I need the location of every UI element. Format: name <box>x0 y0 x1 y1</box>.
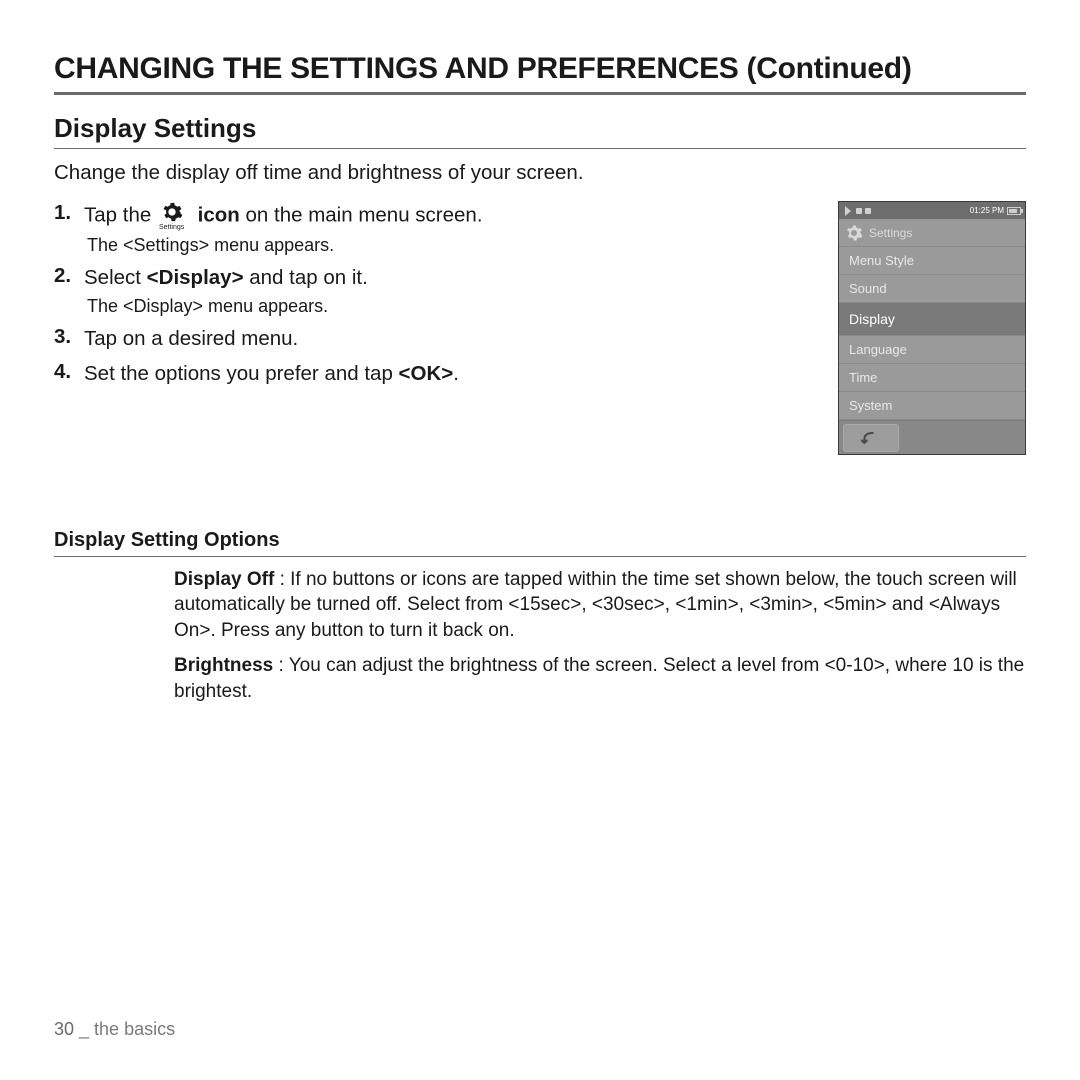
footer-label: the basics <box>94 1019 175 1039</box>
page-number: 30 <box>54 1019 74 1039</box>
step-3: Tap on a desired menu. <box>54 325 820 353</box>
gear-icon <box>845 224 863 242</box>
play-icon <box>845 206 851 216</box>
option-1-label: Display Off <box>174 569 274 590</box>
options-block: Display Off : If no buttons or icons are… <box>54 567 1026 704</box>
device-time: 01:25 PM <box>970 206 1004 215</box>
footer-sep: _ <box>74 1019 94 1039</box>
settings-icon: Settings <box>159 201 184 231</box>
step-4-bold: <OK> <box>399 362 454 385</box>
menu-item-menustyle[interactable]: Menu Style <box>839 247 1025 275</box>
device-footer <box>839 420 1025 454</box>
step-4-text-b: . <box>453 362 459 385</box>
intro-text: Change the display off time and brightne… <box>54 161 1026 185</box>
settings-icon-label: Settings <box>159 224 184 231</box>
back-button[interactable] <box>843 424 899 452</box>
step-1-text-a: Tap the <box>84 203 157 226</box>
step-2-text-a: Select <box>84 266 147 289</box>
device-screenshot: 01:25 PM Settings Menu Style Sound Displ… <box>838 201 1026 455</box>
step-2-bold: <Display> <box>147 266 244 289</box>
step-1-text-c: on the main menu screen. <box>240 203 483 226</box>
option-1-text: : If no buttons or icons are tapped with… <box>174 569 1017 641</box>
step-2: Select <Display> and tap on it. The <Dis… <box>54 264 820 317</box>
section-title: Display Settings <box>54 113 1026 149</box>
status-icon <box>865 208 871 214</box>
device-menu-list: Menu Style Sound Display Language Time S… <box>839 247 1025 420</box>
step-2-text-b: and tap on it. <box>244 266 368 289</box>
device-header: Settings <box>839 219 1025 247</box>
menu-item-language[interactable]: Language <box>839 336 1025 364</box>
device-header-label: Settings <box>869 226 912 240</box>
back-icon <box>861 431 881 445</box>
option-display-off: Display Off : If no buttons or icons are… <box>174 567 1026 643</box>
battery-icon <box>1007 207 1021 215</box>
step-3-text: Tap on a desired menu. <box>84 325 820 353</box>
content-row: Tap the Settings icon on the main menu s… <box>54 201 1026 455</box>
step-1: Tap the Settings icon on the main menu s… <box>54 201 820 256</box>
status-icon <box>856 208 862 214</box>
device-statusbar: 01:25 PM <box>839 202 1025 219</box>
step-4: Set the options you prefer and tap <OK>. <box>54 360 820 388</box>
menu-item-time[interactable]: Time <box>839 364 1025 392</box>
sub-section-title: Display Setting Options <box>54 529 1026 557</box>
option-2-text: : You can adjust the brightness of the s… <box>174 655 1024 701</box>
page-footer: 30 _ the basics <box>54 1019 175 1040</box>
option-brightness: Brightness : You can adjust the brightne… <box>174 653 1026 704</box>
option-2-label: Brightness <box>174 655 273 676</box>
steps-column: Tap the Settings icon on the main menu s… <box>54 201 820 455</box>
step-1-bold: icon <box>198 203 240 226</box>
step-1-note: The <Settings> menu appears. <box>87 235 820 256</box>
step-4-text-a: Set the options you prefer and tap <box>84 362 399 385</box>
menu-item-system[interactable]: System <box>839 392 1025 420</box>
step-2-note: The <Display> menu appears. <box>87 296 820 317</box>
page-title: CHANGING THE SETTINGS AND PREFERENCES (C… <box>54 52 1026 95</box>
menu-item-display[interactable]: Display <box>839 303 1025 336</box>
menu-item-sound[interactable]: Sound <box>839 275 1025 303</box>
